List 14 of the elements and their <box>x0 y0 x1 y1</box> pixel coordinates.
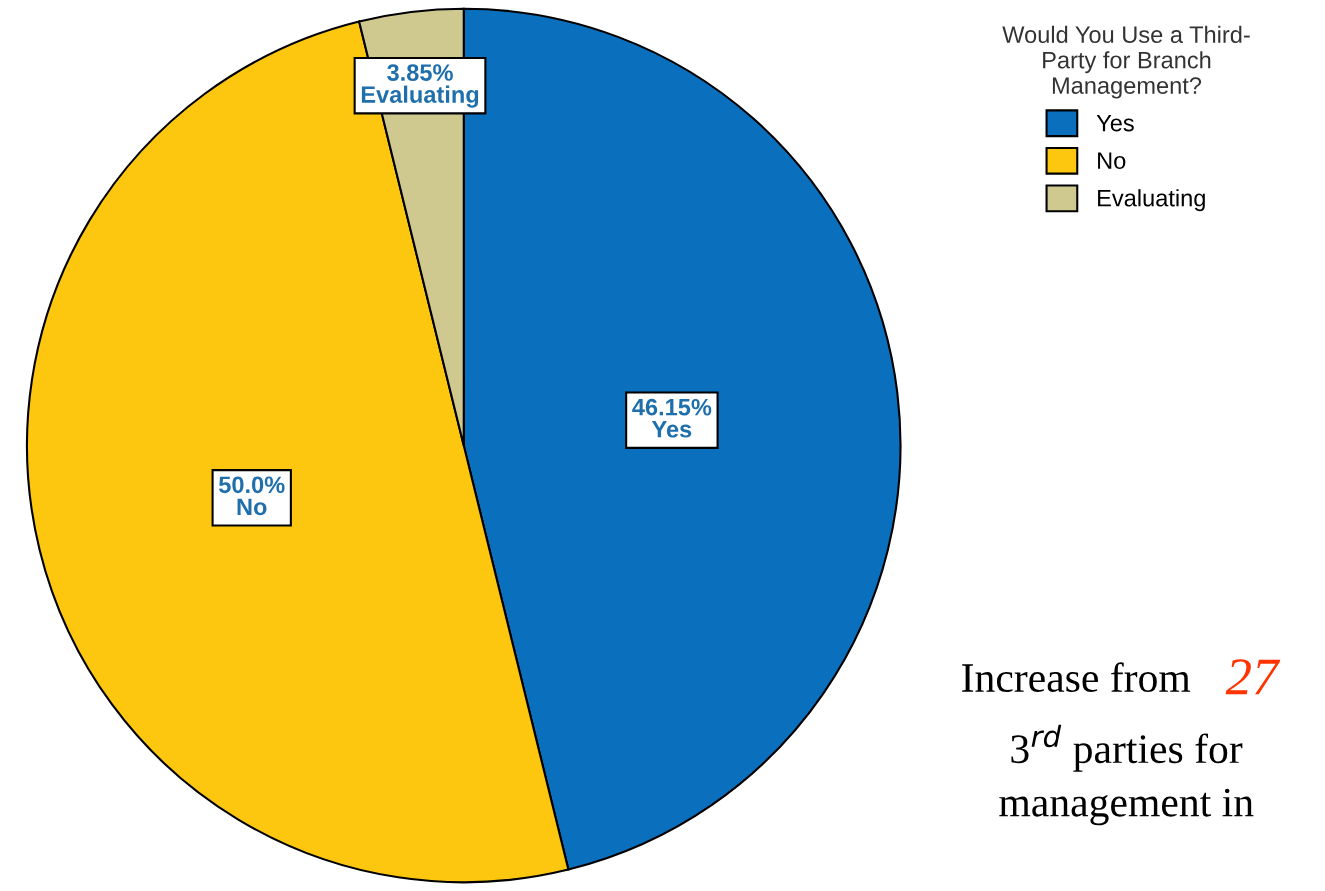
text: 27 <box>1225 659 1281 695</box>
legend-title: Would You Use a Third- Party for Branch Management? <box>1002 25 1250 99</box>
legend-label: Yes <box>1096 114 1134 132</box>
text: Increase from <box>962 662 1191 693</box>
slice-label: Evaluating <box>361 85 479 108</box>
slice-label: No <box>237 498 267 516</box>
text: 3$^{rd}$ parties for <box>1011 724 1243 772</box>
legend-label: Evaluating <box>1098 189 1205 212</box>
data-label: 46.15% <box>632 398 712 416</box>
text: management in <box>999 788 1254 826</box>
data-label: 3.85% <box>387 64 453 81</box>
legend-label: No <box>1098 152 1126 169</box>
slice-label: Yes <box>651 421 692 438</box>
data-label: 50.0% <box>218 476 285 494</box>
